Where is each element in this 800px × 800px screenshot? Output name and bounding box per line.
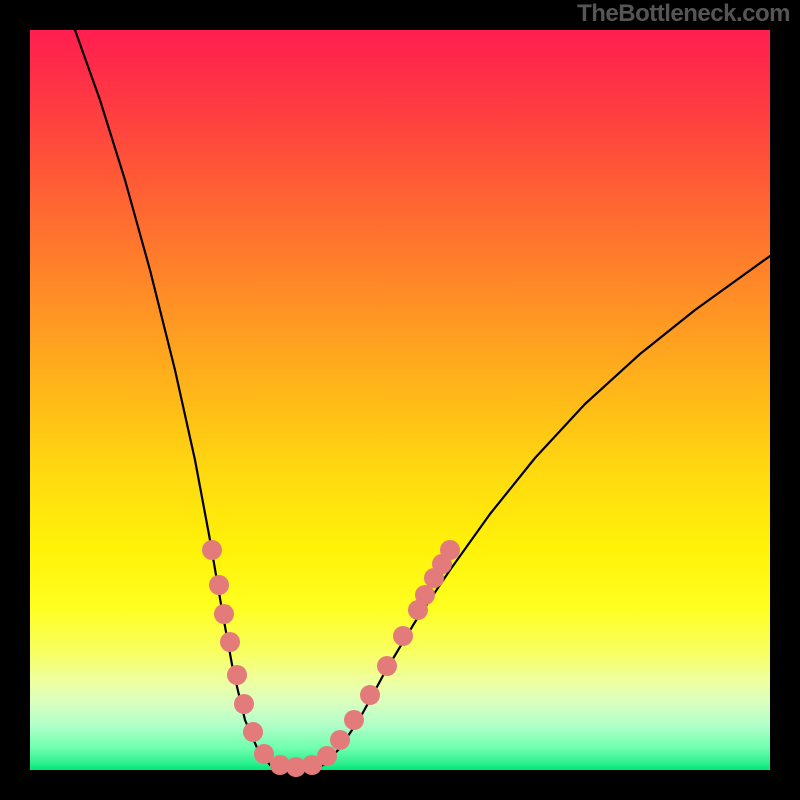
chart-gradient-area [30, 30, 770, 770]
chart-frame: TheBottleneck.com [0, 0, 800, 800]
data-marker [360, 685, 380, 705]
data-marker [202, 540, 222, 560]
data-marker [214, 604, 234, 624]
bottleneck-chart [0, 0, 800, 800]
data-marker [377, 656, 397, 676]
data-marker [227, 665, 247, 685]
data-marker [243, 722, 263, 742]
data-marker [440, 540, 460, 560]
data-marker [344, 710, 364, 730]
data-marker [234, 694, 254, 714]
watermark-text: TheBottleneck.com [577, 0, 790, 28]
data-marker [209, 575, 229, 595]
data-marker [317, 746, 337, 766]
data-marker [393, 626, 413, 646]
data-marker [330, 730, 350, 750]
data-marker [415, 585, 435, 605]
data-marker [220, 632, 240, 652]
